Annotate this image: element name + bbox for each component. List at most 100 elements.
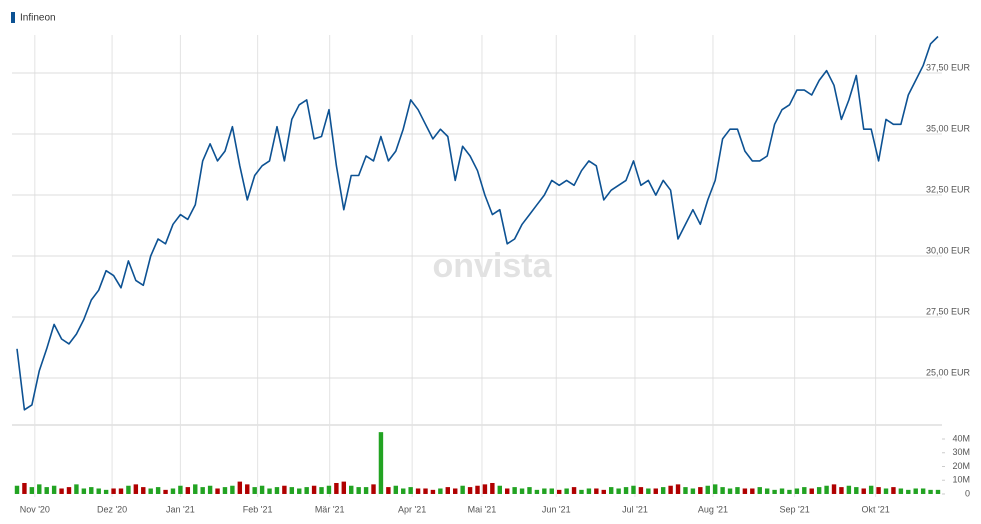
volume-bar xyxy=(178,485,183,494)
volume-bar xyxy=(297,488,302,494)
volume-bar xyxy=(252,487,257,494)
volume-bar xyxy=(170,488,176,494)
volume-bar xyxy=(594,488,599,494)
volume-bar xyxy=(401,488,406,494)
volume-bar xyxy=(868,485,874,494)
volume-bar xyxy=(185,487,191,494)
volume-bar xyxy=(913,488,918,494)
volume-bar xyxy=(490,482,495,494)
volume-bar xyxy=(779,488,785,494)
volume-bar xyxy=(497,485,502,494)
volume-bar xyxy=(289,487,295,494)
volume-bar xyxy=(861,488,866,494)
volume-bar xyxy=(668,485,673,494)
y-tick-label: 20M xyxy=(952,461,970,471)
volume-bar xyxy=(415,488,421,494)
volume-bar xyxy=(438,488,443,494)
volume-bar xyxy=(393,485,399,494)
volume-bar xyxy=(81,488,87,494)
x-tick-label: Jan '21 xyxy=(166,504,195,514)
volume-bar xyxy=(118,488,124,494)
volume-bar xyxy=(809,488,814,494)
watermark: onvista xyxy=(432,247,552,285)
volume-bar xyxy=(839,487,844,494)
volume-bar xyxy=(245,484,250,494)
volume-bar xyxy=(638,487,644,494)
volume-bar xyxy=(155,487,161,494)
volume-bar xyxy=(660,487,666,494)
y-tick-label: 27,50 EUR xyxy=(926,306,971,316)
volume-bar xyxy=(831,484,837,494)
volume-bar xyxy=(430,489,436,494)
volume-bar xyxy=(608,487,614,494)
volume-bar xyxy=(237,481,243,494)
volume-bar xyxy=(356,487,361,494)
y-tick-label: 35,00 EUR xyxy=(926,123,971,133)
y-tick-label: 40M xyxy=(952,433,970,443)
volume-bar xyxy=(653,488,658,494)
x-tick-label: Jun '21 xyxy=(542,504,571,514)
volume-bar xyxy=(460,485,465,494)
volume-bar xyxy=(89,487,94,494)
y-tick-label: 10M xyxy=(952,475,970,485)
volume-bar xyxy=(423,488,428,494)
volume-bar xyxy=(59,488,64,494)
volume-bar xyxy=(453,488,458,494)
x-tick-label: Dez '20 xyxy=(97,504,127,514)
x-tick-label: Nov '20 xyxy=(20,504,50,514)
volume-bar xyxy=(282,485,287,494)
volume-bar xyxy=(334,482,339,494)
volume-bar xyxy=(898,488,904,494)
volume-bar xyxy=(519,488,525,494)
volume-bar xyxy=(549,488,554,494)
volume-bar xyxy=(311,485,317,494)
volume-bar xyxy=(378,432,384,494)
volume-bar xyxy=(816,487,822,494)
volume-bar xyxy=(304,487,309,494)
volume-bar xyxy=(512,487,517,494)
volume-bar xyxy=(824,485,829,494)
y-tick-label: 30,00 EUR xyxy=(926,245,971,255)
x-tick-label: Apr '21 xyxy=(398,504,426,514)
y-tick-label: 25,00 EUR xyxy=(926,367,971,377)
volume-bar xyxy=(527,487,532,494)
volume-bar xyxy=(363,487,369,494)
price-line xyxy=(16,35,939,411)
volume-bar xyxy=(133,484,139,494)
volume-bar xyxy=(467,487,473,494)
volume-bar xyxy=(891,487,896,494)
volume-bar xyxy=(163,489,168,494)
volume-bar xyxy=(675,484,681,494)
volume-bar xyxy=(103,489,109,494)
volume-bar xyxy=(690,488,696,494)
volume-bar xyxy=(215,488,220,494)
volume-bar xyxy=(876,487,881,494)
volume-bar xyxy=(445,487,451,494)
y-tick-label: 0 xyxy=(965,488,970,498)
volume-bar xyxy=(727,488,733,494)
volume-bar xyxy=(750,488,755,494)
volume-bar xyxy=(757,487,762,494)
volume-bar xyxy=(646,488,651,494)
volume-bar xyxy=(623,487,629,494)
volume-bar xyxy=(712,484,718,494)
volume-bar xyxy=(371,484,376,494)
y-tick-label: 37,50 EUR xyxy=(926,62,971,72)
volume-bar xyxy=(66,487,72,494)
volume-bar xyxy=(408,487,413,494)
volume-bar xyxy=(542,488,547,494)
x-tick-label: Okt '21 xyxy=(861,504,889,514)
x-tick-label: Mär '21 xyxy=(315,504,345,514)
volume-bar xyxy=(735,487,740,494)
legend-swatch xyxy=(11,12,15,23)
volume-bar xyxy=(772,489,777,494)
x-tick-label: Feb '21 xyxy=(243,504,273,514)
volume-bar xyxy=(504,488,510,494)
volume-bar xyxy=(96,488,101,494)
volume-bar xyxy=(126,485,131,494)
volume-bar xyxy=(475,485,480,494)
volume-bar xyxy=(616,488,621,494)
x-tick-label: Jul '21 xyxy=(622,504,648,514)
y-tick-label: 32,50 EUR xyxy=(926,184,971,194)
